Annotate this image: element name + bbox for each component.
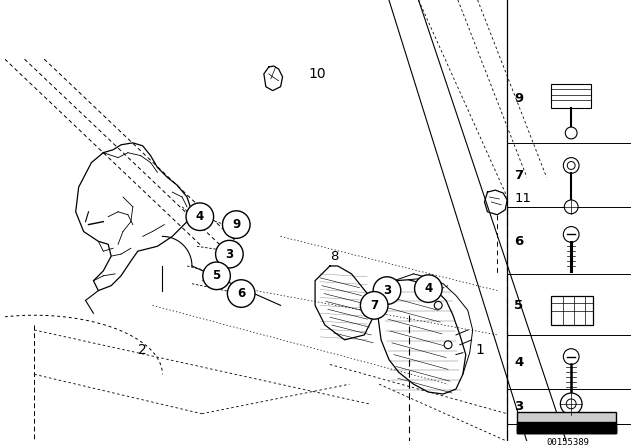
Circle shape: [373, 277, 401, 304]
Circle shape: [360, 292, 388, 319]
Text: 5: 5: [514, 299, 523, 312]
Circle shape: [563, 158, 579, 173]
Text: 7: 7: [514, 169, 523, 182]
Text: 5: 5: [212, 269, 221, 282]
Text: 9: 9: [514, 92, 523, 105]
Text: 1: 1: [476, 343, 484, 357]
Text: 3: 3: [514, 401, 524, 414]
Circle shape: [216, 241, 243, 268]
Circle shape: [563, 227, 579, 242]
Circle shape: [186, 203, 214, 231]
Text: 10: 10: [308, 67, 326, 81]
Text: 2: 2: [138, 343, 147, 357]
Circle shape: [203, 262, 230, 289]
FancyBboxPatch shape: [552, 84, 591, 108]
Circle shape: [435, 302, 442, 309]
Text: 4: 4: [424, 282, 433, 295]
Circle shape: [227, 280, 255, 307]
Text: 7: 7: [370, 299, 378, 312]
Text: 6: 6: [514, 235, 524, 248]
Circle shape: [567, 162, 575, 169]
Circle shape: [415, 275, 442, 302]
FancyBboxPatch shape: [517, 412, 616, 433]
Text: 11: 11: [515, 193, 532, 206]
Circle shape: [444, 341, 452, 349]
Circle shape: [223, 211, 250, 238]
Text: 9: 9: [232, 218, 241, 231]
Text: 4: 4: [514, 356, 524, 369]
Text: 4: 4: [196, 210, 204, 223]
Circle shape: [565, 127, 577, 139]
Text: 8: 8: [330, 250, 338, 263]
Text: 00155389: 00155389: [547, 438, 589, 448]
Circle shape: [566, 399, 576, 409]
Text: 6: 6: [237, 287, 245, 300]
Text: 3: 3: [225, 248, 234, 261]
FancyBboxPatch shape: [552, 296, 593, 325]
Circle shape: [561, 393, 582, 415]
Circle shape: [563, 349, 579, 365]
Text: 3: 3: [383, 284, 391, 297]
Circle shape: [564, 200, 578, 214]
